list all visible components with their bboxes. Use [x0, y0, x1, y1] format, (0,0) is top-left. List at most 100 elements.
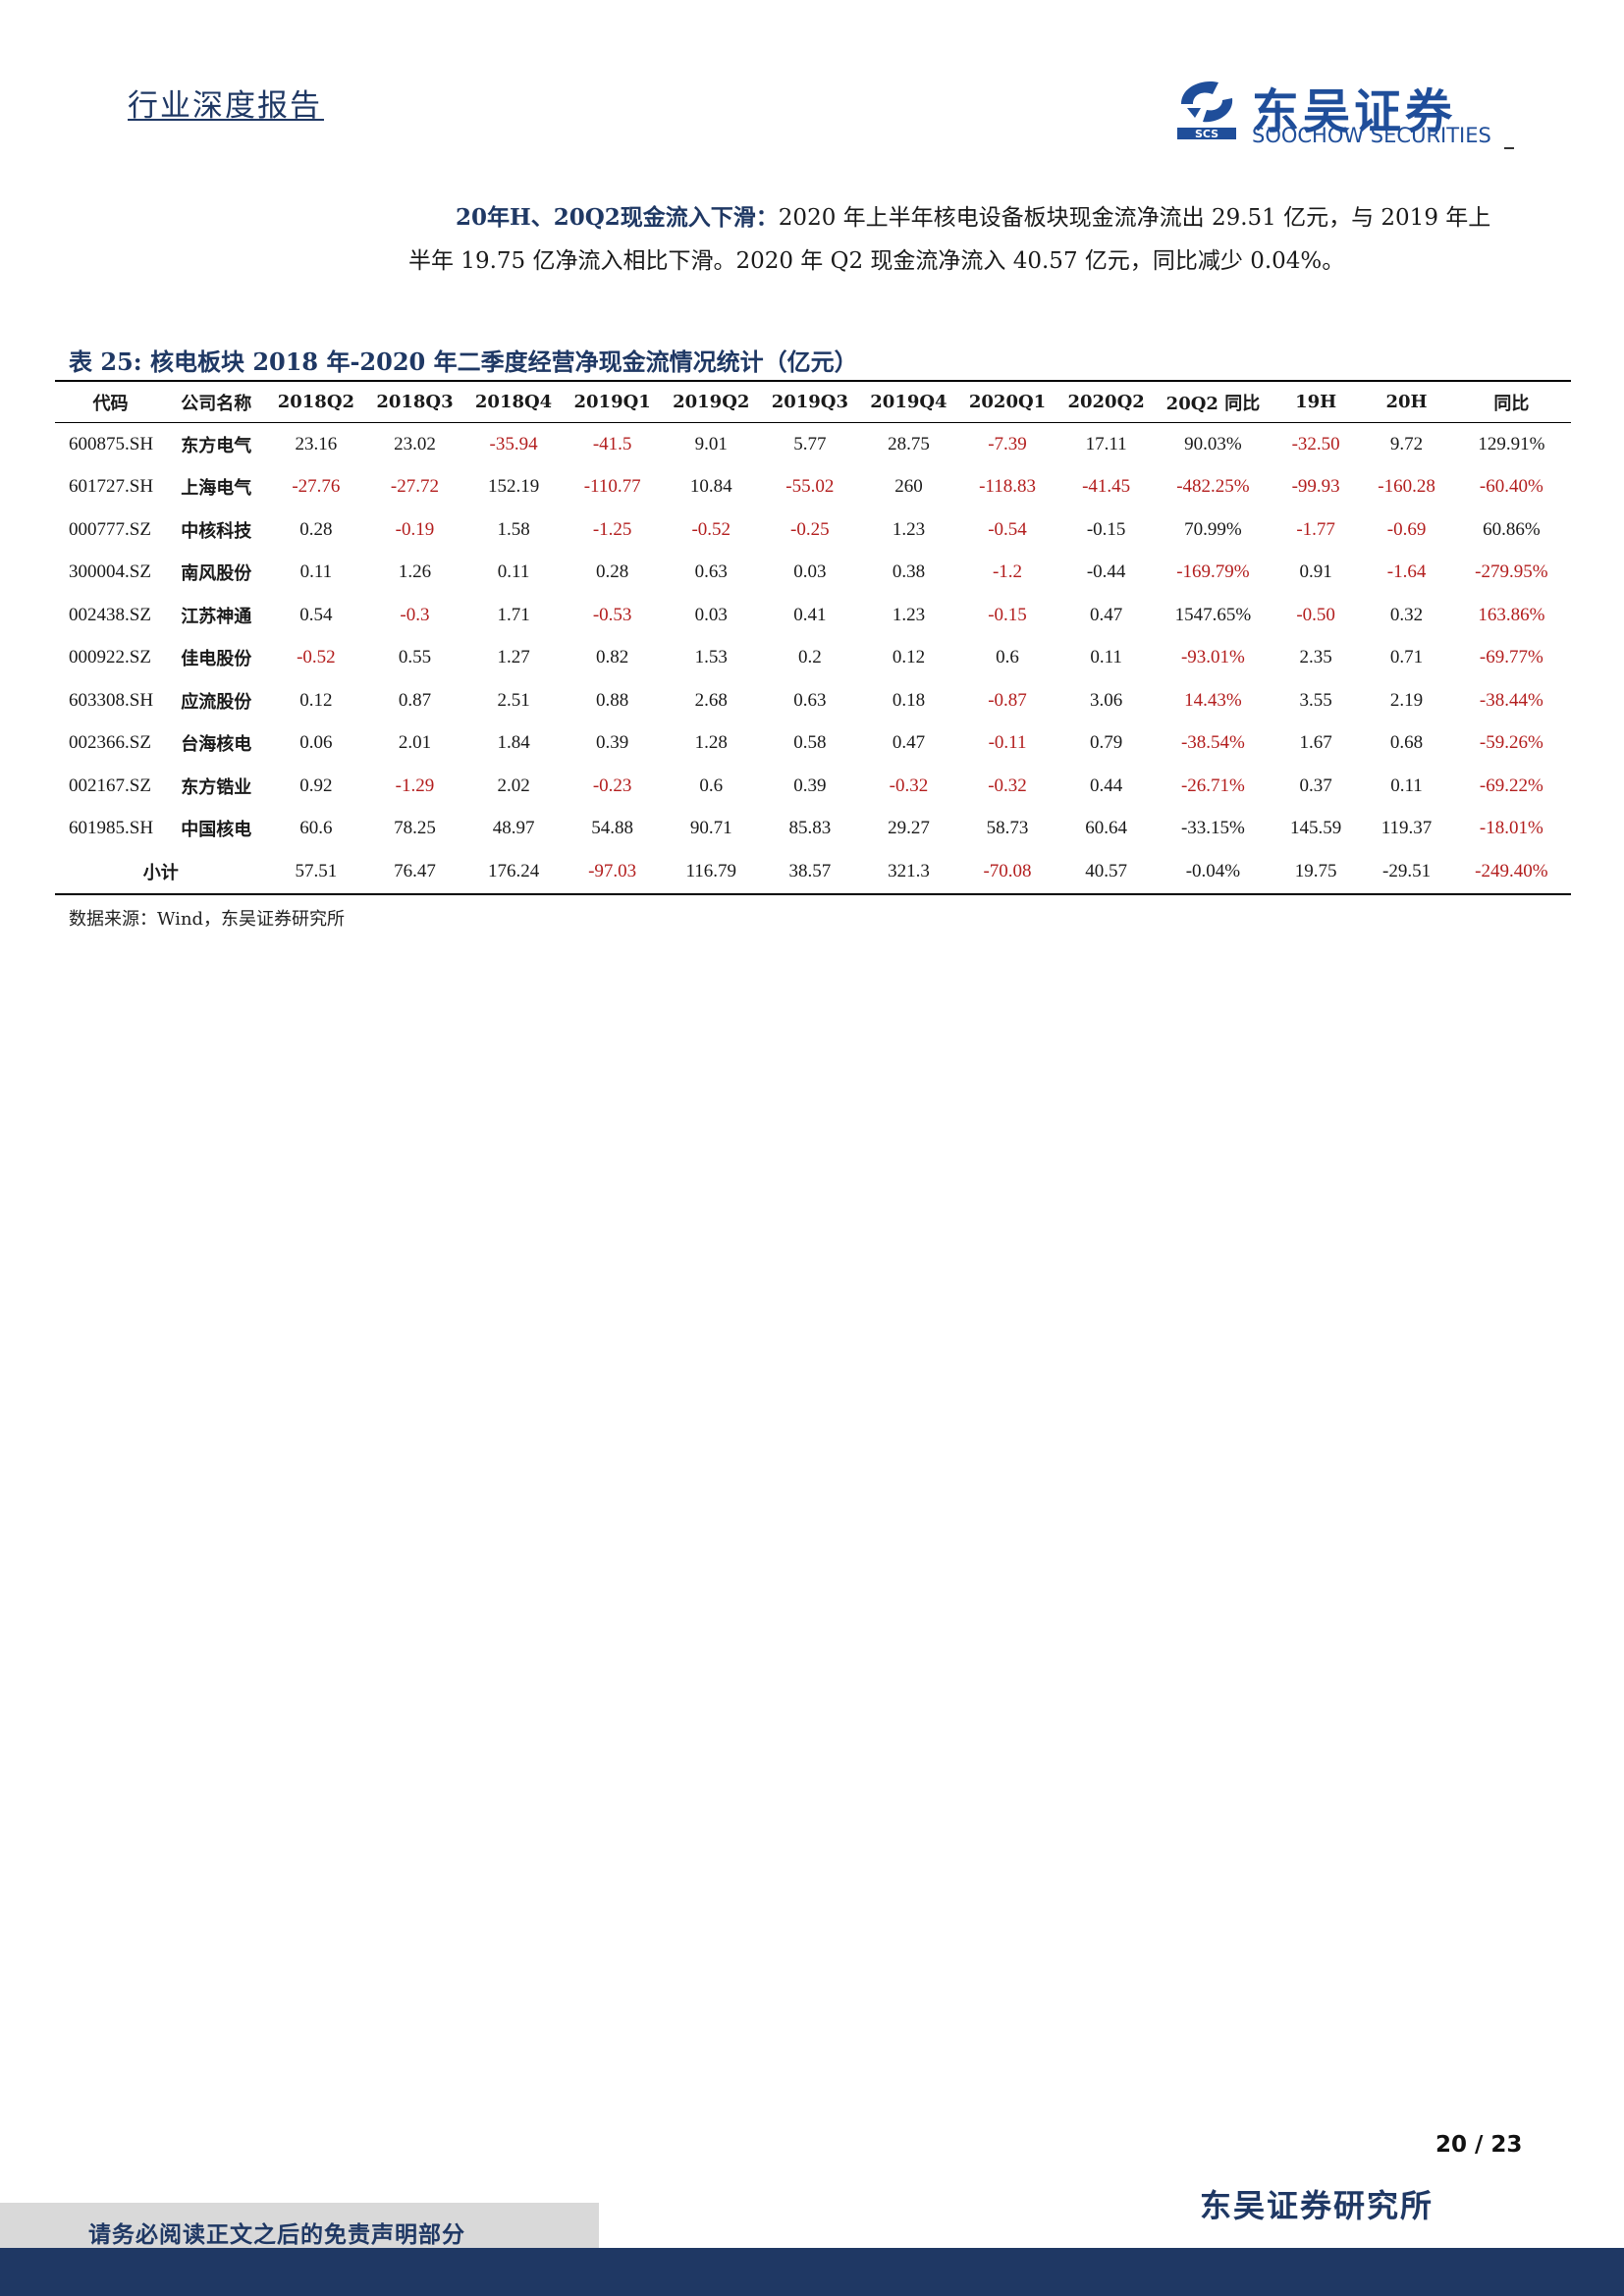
- value-cell: 9.01: [694, 433, 728, 454]
- subtotal-label: 小计: [142, 862, 179, 883]
- value-cell: 1547.65%: [1174, 604, 1252, 625]
- value-cell: 1.28: [694, 732, 728, 754]
- value-cell: -0.23: [592, 774, 632, 796]
- company-name: 佳电股份: [181, 649, 252, 670]
- value-cell: 0.18: [892, 689, 926, 711]
- paragraph-lead: 20年H、20Q2现金流入下滑：: [456, 204, 779, 231]
- column-header: 2018Q3: [376, 392, 454, 412]
- value-cell: 90.71: [689, 818, 732, 839]
- value-cell: -38.54%: [1180, 732, 1245, 754]
- header-tick-mark: [1504, 147, 1514, 149]
- value-cell: 1.71: [497, 604, 530, 625]
- value-cell: 0.39: [793, 774, 827, 796]
- value-cell: -482.25%: [1176, 476, 1250, 498]
- value-cell: 0.58: [793, 732, 827, 754]
- value-cell: -55.02: [785, 476, 835, 498]
- subtotal-value: -29.51: [1382, 860, 1432, 881]
- value-cell: 1.23: [892, 604, 926, 625]
- stock-code: 601727.SH: [69, 476, 154, 498]
- table-row: 002167.SZ 东方锆业 0.92 -1.29 2.02 -0.23 0.6 0.39 -0…: [55, 765, 1571, 808]
- value-cell: 0.11: [1390, 774, 1423, 796]
- column-header: 19H: [1295, 392, 1337, 412]
- stock-code: 601985.SH: [69, 818, 154, 839]
- value-cell: 60.64: [1085, 818, 1127, 839]
- value-cell: 0.11: [497, 561, 530, 583]
- value-cell: 60.86%: [1483, 518, 1541, 540]
- value-cell: 0.11: [299, 561, 333, 583]
- value-cell: 0.88: [596, 689, 629, 711]
- value-cell: 0.06: [299, 732, 333, 754]
- subtotal-value: 76.47: [394, 860, 436, 881]
- stock-code: 002438.SZ: [69, 604, 151, 625]
- value-cell: 0.6: [699, 774, 724, 796]
- value-cell: 0.82: [596, 647, 629, 668]
- value-cell: 58.73: [986, 818, 1029, 839]
- value-cell: 2.19: [1389, 689, 1424, 711]
- value-cell: 152.19: [487, 476, 540, 498]
- column-header: 2020Q1: [968, 392, 1047, 412]
- value-cell: -60.40%: [1479, 476, 1543, 498]
- value-cell: 0.87: [398, 689, 432, 711]
- value-cell: 2.68: [694, 689, 728, 711]
- table-row: 601985.SH 中国核电 60.6 78.25 48.97 54.88 90.71 85.…: [55, 808, 1571, 851]
- value-cell: -110.77: [583, 476, 641, 498]
- value-cell: 5.77: [793, 433, 827, 454]
- value-cell: 23.02: [394, 433, 436, 454]
- scs-logo-icon: SCS: [1177, 80, 1236, 140]
- value-cell: -0.44: [1086, 561, 1126, 583]
- value-cell: 0.2: [797, 647, 822, 668]
- value-cell: -27.72: [390, 476, 439, 498]
- value-cell: -0.15: [988, 604, 1027, 625]
- subtotal-row: 小计 57.51 76.47 176.24 -97.03 116.79 38.57 321.3…: [55, 850, 1571, 894]
- value-cell: 0.03: [793, 561, 827, 583]
- value-cell: 28.75: [888, 433, 930, 454]
- report-type-title: 行业深度报告: [128, 88, 322, 124]
- value-cell: 0.12: [892, 647, 926, 668]
- stock-code: 000777.SZ: [69, 518, 151, 540]
- value-cell: 0.44: [1090, 774, 1123, 796]
- value-cell: 0.47: [892, 732, 926, 754]
- value-cell: 0.92: [299, 774, 333, 796]
- value-cell: -18.01%: [1479, 818, 1543, 839]
- subtotal-value: 19.75: [1294, 860, 1337, 881]
- column-header: 20H: [1385, 392, 1428, 412]
- value-cell: 54.88: [591, 818, 634, 839]
- value-cell: -32.50: [1291, 433, 1340, 454]
- value-cell: 1.23: [892, 518, 926, 540]
- value-cell: 0.39: [596, 732, 629, 754]
- value-cell: 90.03%: [1184, 433, 1242, 454]
- value-cell: -69.77%: [1479, 647, 1543, 668]
- value-cell: 0.12: [299, 689, 333, 711]
- value-cell: 0.54: [299, 604, 333, 625]
- value-cell: -1.77: [1296, 518, 1335, 540]
- value-cell: 14.43%: [1184, 689, 1242, 711]
- value-cell: -35.94: [489, 433, 538, 454]
- logo-english-name: SOOCHOW SECURITIES: [1252, 124, 1491, 147]
- table-row: 000922.SZ 佳电股份 -0.52 0.55 1.27 0.82 1.53 0.2 0.1…: [55, 637, 1571, 680]
- value-cell: 70.99%: [1184, 518, 1242, 540]
- value-cell: 163.86%: [1478, 604, 1545, 625]
- footer-brand: 东吴证券研究所: [1200, 2187, 1435, 2224]
- value-cell: 1.67: [1299, 732, 1332, 754]
- footer-bar: [0, 2248, 1624, 2296]
- table-body: 600875.SH 东方电气 23.16 23.02 -35.94 -41.5 9.01 5.…: [55, 423, 1571, 894]
- subtotal-value: -70.08: [983, 860, 1032, 881]
- value-cell: 145.59: [1290, 818, 1342, 839]
- value-cell: -0.15: [1086, 518, 1126, 540]
- value-cell: 1.58: [497, 518, 530, 540]
- value-cell: -0.32: [889, 774, 929, 796]
- value-cell: 3.06: [1090, 689, 1123, 711]
- value-cell: 2.01: [398, 732, 432, 754]
- value-cell: -0.50: [1296, 604, 1335, 625]
- value-cell: 10.84: [689, 476, 732, 498]
- value-cell: 0.47: [1090, 604, 1123, 625]
- value-cell: 1.84: [497, 732, 530, 754]
- value-cell: -0.19: [395, 518, 435, 540]
- data-source: 数据来源：Wind，东吴证券研究所: [69, 909, 346, 930]
- subtotal-value: 57.51: [295, 860, 338, 881]
- value-cell: 0.37: [1299, 774, 1332, 796]
- column-header: 公司名称: [181, 393, 252, 414]
- column-header: 2019Q1: [573, 392, 651, 412]
- subtotal-value: -0.04%: [1185, 860, 1241, 881]
- cashflow-table: 代码 公司名称 2018Q2 2018Q3 2018Q4 2019Q1 2019Q2 2019…: [55, 380, 1571, 895]
